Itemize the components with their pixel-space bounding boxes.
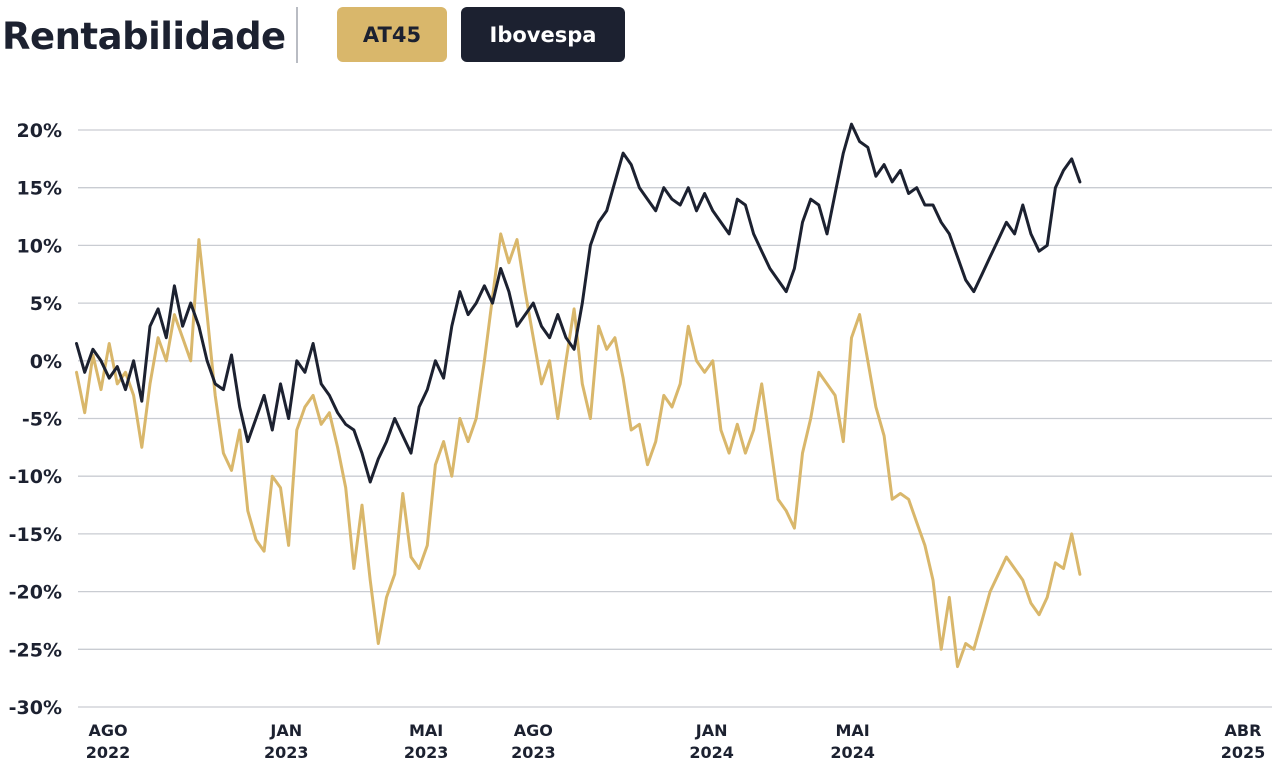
x-tick-label: JAN 2023 bbox=[264, 721, 309, 762]
x-axis-ticks: AGO 2022 JAN 2023 MAI 2023 AGO 2023 JAN 2024 MAI 20… bbox=[86, 721, 1266, 762]
y-tick-label: -10% bbox=[9, 466, 62, 488]
x-tick-label: JAN 2024 bbox=[689, 721, 734, 762]
x-tick-label: MAI 2023 bbox=[404, 721, 449, 762]
y-axis-ticks: 20% 15% 10% 5% 0% -5% -10% -15% -20% -25% -30% bbox=[9, 120, 62, 719]
y-tick-label: 10% bbox=[17, 235, 62, 257]
x-tick-label: MAI 2024 bbox=[830, 721, 875, 762]
x-tick-label: ABR 2025 bbox=[1221, 721, 1266, 762]
y-tick-label: 5% bbox=[30, 293, 62, 315]
series-line-at45 bbox=[75, 232, 1082, 669]
y-tick-label: 20% bbox=[17, 120, 62, 142]
y-tick-label: -15% bbox=[9, 524, 62, 546]
series-line-ibovespa bbox=[75, 122, 1082, 484]
header-divider bbox=[296, 7, 298, 63]
x-tick-label: AGO 2022 bbox=[86, 721, 131, 762]
series-lines bbox=[75, 122, 1082, 669]
y-tick-label: -5% bbox=[22, 409, 62, 431]
legend-button-ibovespa[interactable]: Ibovespa bbox=[461, 7, 625, 62]
x-tick-label: AGO 2023 bbox=[511, 721, 556, 762]
y-tick-label: -30% bbox=[9, 697, 62, 719]
legend-button-at45[interactable]: AT45 bbox=[337, 7, 447, 62]
y-tick-label: 0% bbox=[30, 351, 62, 373]
chart-header: Rentabilidade AT45 Ibovespa bbox=[0, 0, 1272, 70]
chart-title: Rentabilidade bbox=[2, 15, 286, 58]
y-tick-label: -25% bbox=[9, 639, 62, 661]
y-tick-label: -20% bbox=[9, 582, 62, 604]
y-tick-label: 15% bbox=[17, 178, 62, 200]
